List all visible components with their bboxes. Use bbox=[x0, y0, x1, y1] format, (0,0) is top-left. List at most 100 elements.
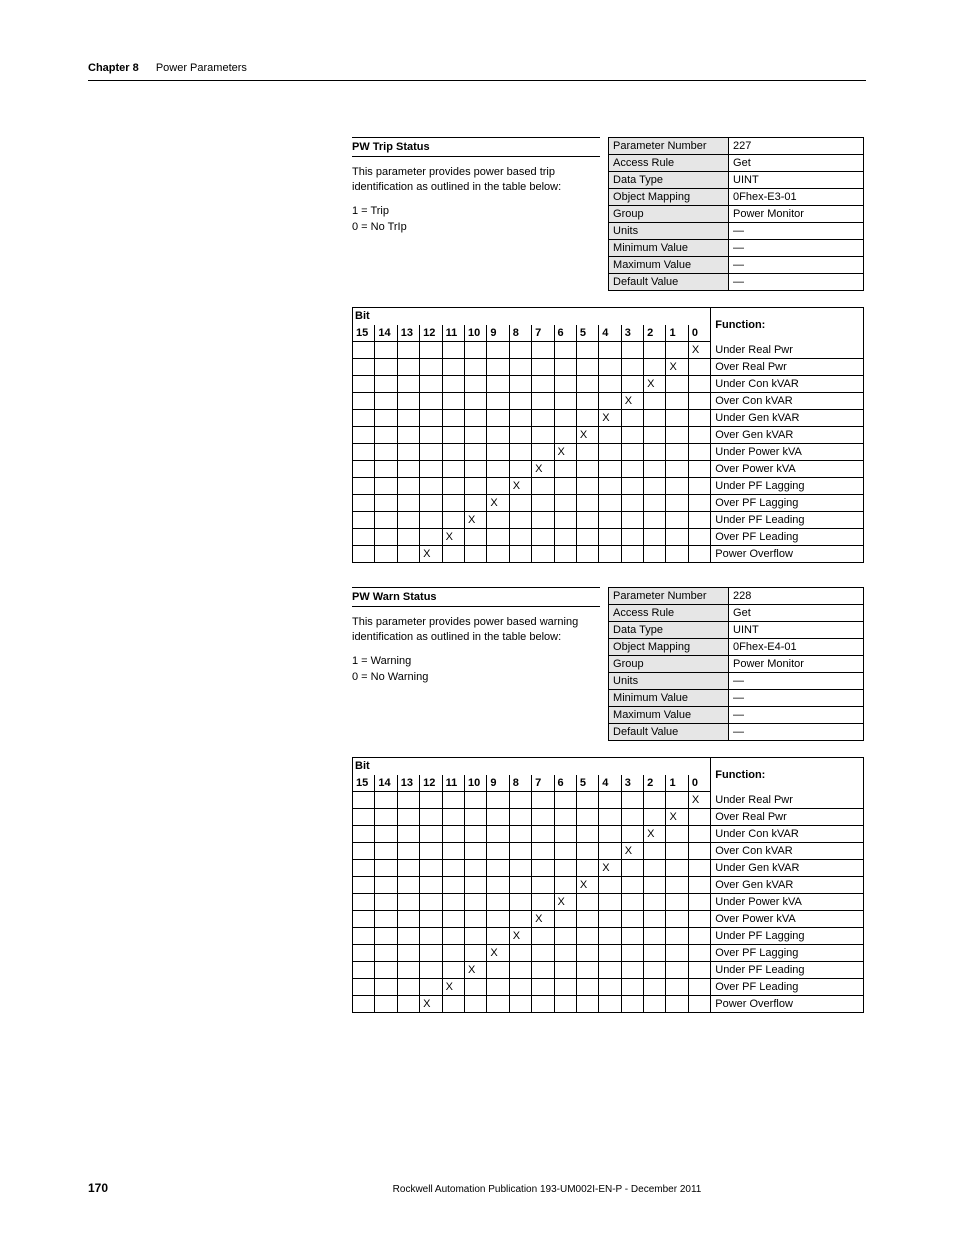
bit-header-span bbox=[621, 758, 643, 775]
bit-cell bbox=[464, 478, 486, 495]
bit-cell bbox=[621, 478, 643, 495]
bit-cell bbox=[397, 444, 419, 461]
bit-cell bbox=[644, 410, 666, 427]
bit-cell bbox=[353, 393, 375, 410]
bit-cell bbox=[688, 860, 710, 877]
param-block-2: PW Warn Status This parameter provides p… bbox=[352, 587, 864, 741]
bit-cell bbox=[442, 359, 464, 376]
bit-cell bbox=[375, 979, 397, 996]
attr-label: Access Rule bbox=[609, 605, 729, 622]
bit-cell bbox=[509, 911, 531, 928]
bit-number: 8 bbox=[509, 775, 531, 792]
bit-cell bbox=[688, 461, 710, 478]
bit-cell bbox=[375, 843, 397, 860]
bit-cell bbox=[688, 529, 710, 546]
bit-cell bbox=[532, 962, 554, 979]
attr-label: Minimum Value bbox=[609, 690, 729, 707]
bit-cell bbox=[688, 962, 710, 979]
bit-cell bbox=[420, 529, 442, 546]
function-label: Over Power kVA bbox=[711, 911, 864, 928]
bit-cell bbox=[509, 393, 531, 410]
param-block-1: PW Trip Status This parameter provides p… bbox=[352, 137, 864, 291]
content: PW Trip Status This parameter provides p… bbox=[352, 137, 864, 1013]
attr-value: — bbox=[729, 274, 864, 291]
bit-cell bbox=[688, 945, 710, 962]
bit-header-span bbox=[375, 758, 397, 775]
bit-cell bbox=[666, 376, 688, 393]
bit-cell bbox=[688, 928, 710, 945]
bit-cell bbox=[420, 478, 442, 495]
bit-cell bbox=[375, 894, 397, 911]
bit-cell bbox=[397, 495, 419, 512]
bit-header-span bbox=[599, 308, 621, 325]
bit-cell bbox=[599, 342, 621, 359]
bit-cell bbox=[599, 911, 621, 928]
bit-cell bbox=[509, 512, 531, 529]
bit-cell bbox=[375, 546, 397, 563]
bit-cell bbox=[442, 996, 464, 1013]
bit-cell bbox=[353, 911, 375, 928]
bit-header-span bbox=[397, 308, 419, 325]
bit-cell bbox=[375, 359, 397, 376]
bit-cell bbox=[375, 478, 397, 495]
bit-cell bbox=[532, 495, 554, 512]
bit-cell bbox=[599, 928, 621, 945]
bit-cell bbox=[554, 860, 576, 877]
bit-cell bbox=[599, 495, 621, 512]
bit-cell bbox=[397, 359, 419, 376]
bit-cell bbox=[576, 495, 598, 512]
bit-cell bbox=[353, 376, 375, 393]
bit-number: 13 bbox=[397, 775, 419, 792]
bit-number: 5 bbox=[576, 325, 598, 342]
legend-0: 0 = No TrIp bbox=[352, 220, 600, 234]
bit-cell bbox=[621, 877, 643, 894]
bit-cell bbox=[576, 894, 598, 911]
bit-number: 15 bbox=[353, 325, 375, 342]
bit-row: XUnder Gen kVAR bbox=[353, 410, 864, 427]
bit-cell bbox=[442, 809, 464, 826]
bit-cell bbox=[666, 512, 688, 529]
bit-number: 15 bbox=[353, 775, 375, 792]
bit-cell bbox=[576, 461, 598, 478]
bit-cell bbox=[644, 911, 666, 928]
bit-cell bbox=[397, 342, 419, 359]
bit-cell bbox=[397, 979, 419, 996]
bit-cell: X bbox=[599, 410, 621, 427]
bit-cell bbox=[420, 843, 442, 860]
attr-label: Maximum Value bbox=[609, 707, 729, 724]
bit-cell: X bbox=[599, 860, 621, 877]
bit-cell bbox=[644, 359, 666, 376]
attr-value: — bbox=[729, 707, 864, 724]
bit-cell bbox=[554, 877, 576, 894]
bit-row: XOver Con kVAR bbox=[353, 843, 864, 860]
bit-row: XUnder Power kVA bbox=[353, 444, 864, 461]
bit-header-span bbox=[487, 308, 509, 325]
function-label: Over Con kVAR bbox=[711, 843, 864, 860]
publication: Rockwell Automation Publication 193-UM00… bbox=[228, 1184, 866, 1195]
bit-cell bbox=[532, 792, 554, 809]
bit-cell bbox=[666, 478, 688, 495]
bit-cell bbox=[554, 478, 576, 495]
bit-cell bbox=[554, 546, 576, 563]
bit-cell bbox=[532, 342, 554, 359]
bit-cell bbox=[666, 928, 688, 945]
bit-cell bbox=[599, 376, 621, 393]
bit-cell bbox=[532, 529, 554, 546]
bit-cell bbox=[554, 996, 576, 1013]
bit-row: XUnder Real Pwr bbox=[353, 792, 864, 809]
bit-cell bbox=[532, 809, 554, 826]
bit-number: 3 bbox=[621, 775, 643, 792]
bit-cell bbox=[666, 427, 688, 444]
bit-cell bbox=[442, 877, 464, 894]
bit-cell bbox=[621, 529, 643, 546]
function-label: Power Overflow bbox=[711, 546, 864, 563]
bit-row: XUnder Gen kVAR bbox=[353, 860, 864, 877]
attr-label: Maximum Value bbox=[609, 257, 729, 274]
bit-number: 4 bbox=[599, 325, 621, 342]
bit-cell bbox=[599, 877, 621, 894]
bit-cell bbox=[644, 792, 666, 809]
bit-cell bbox=[464, 359, 486, 376]
attr-label: Group bbox=[609, 656, 729, 673]
bit-number: 7 bbox=[532, 775, 554, 792]
bit-cell bbox=[509, 792, 531, 809]
